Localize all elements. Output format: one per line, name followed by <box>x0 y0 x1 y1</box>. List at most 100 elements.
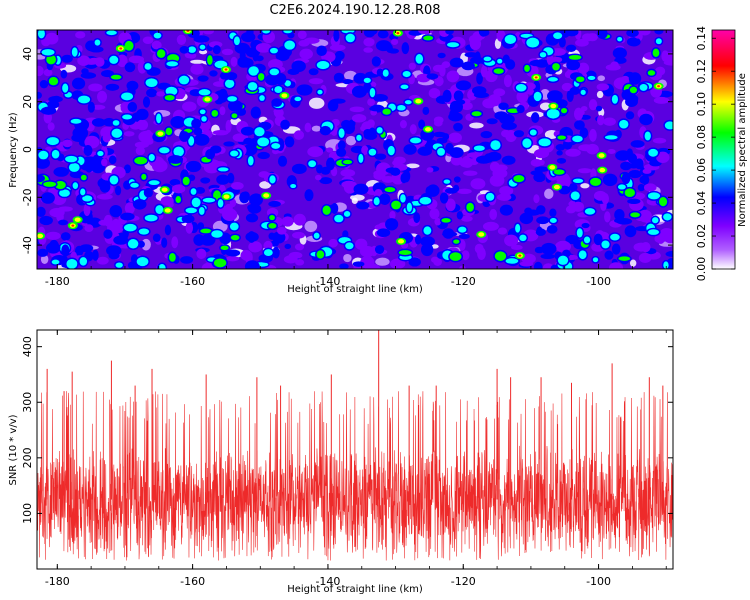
heatmap-cell <box>134 156 148 165</box>
heatmap-cell <box>425 127 432 132</box>
heatmap-cell <box>188 46 196 53</box>
heatmap-cell <box>374 153 387 160</box>
heatmap-cell <box>123 164 131 174</box>
heatmap-cell <box>268 200 281 207</box>
heatmap-cell <box>596 90 604 99</box>
heatmap-cell <box>401 42 410 55</box>
heatmap-cell <box>627 198 641 205</box>
heatmap-cell <box>459 159 473 168</box>
heatmap-cell <box>330 98 346 104</box>
heatmap-cell <box>48 77 59 86</box>
heatmap-cell <box>447 42 459 48</box>
snr-x-label: Height of straight line (km) <box>287 584 423 595</box>
heatmap-cell <box>402 169 411 183</box>
heatmap-cell <box>68 162 80 172</box>
heatmap-cell <box>442 133 450 141</box>
heatmap-cell <box>457 81 470 89</box>
heatmap-cell <box>611 94 618 104</box>
heatmap-cell <box>642 174 650 186</box>
heatmap-cell <box>382 69 389 77</box>
heatmap-cell <box>482 221 499 231</box>
heatmap-cell <box>262 30 270 34</box>
heatmap-cell <box>568 183 578 192</box>
heatmap-cell <box>121 92 134 101</box>
heatmap-cell <box>391 200 401 210</box>
heatmap-cell <box>552 63 560 71</box>
heatmap-cell <box>663 261 669 269</box>
heatmap-cell <box>84 224 94 233</box>
heatmap-cell <box>550 103 557 109</box>
heatmap-cell <box>572 135 583 143</box>
heatmap-cell <box>478 232 485 237</box>
heatmap-cell <box>404 100 412 105</box>
heatmap-cell <box>434 218 442 226</box>
heatmap-cell <box>107 246 120 255</box>
heatmap-cell <box>342 78 353 85</box>
heatmap-cell <box>553 169 565 175</box>
heatmap-cell <box>418 119 426 130</box>
heatmap-cell <box>461 215 473 222</box>
heatmap-cell <box>518 106 524 112</box>
heatmap-cell <box>538 138 551 147</box>
heatmap-cell <box>263 249 273 256</box>
heatmap-cell <box>341 180 357 189</box>
heatmap-cell <box>477 157 490 163</box>
heatmap-cell <box>556 157 567 164</box>
heatmap-cell <box>473 87 485 94</box>
heatmap-cell <box>549 165 556 170</box>
colorbar-tick-label: 0.08 <box>695 125 708 150</box>
heatmap-cell <box>79 257 88 266</box>
heatmap-cell <box>375 257 390 266</box>
heatmap-cell <box>334 214 344 223</box>
heatmap-cell <box>647 70 656 76</box>
heatmap-cell <box>202 30 214 35</box>
heatmap-cell <box>192 120 200 128</box>
heatmap-cell <box>202 197 216 203</box>
heatmap-cell <box>437 52 446 59</box>
heatmap-cell <box>307 146 324 158</box>
heatmap-cell <box>437 147 445 156</box>
heatmap-cell <box>96 256 109 265</box>
heatmap-cell <box>284 136 295 148</box>
heatmap-cell <box>171 236 179 249</box>
heatmap-cell <box>219 106 226 116</box>
snr-panel: -180 -160 -140 -120 -100 100 200 300 400 Height… <box>8 329 674 595</box>
heatmap-cell <box>536 216 550 225</box>
heatmap-cell <box>548 91 562 101</box>
heatmap-cell <box>597 115 605 126</box>
heatmap-cell <box>499 186 514 196</box>
heatmap-cell <box>45 231 61 240</box>
heatmap-cell <box>124 223 137 232</box>
heatmap-cell <box>134 141 149 149</box>
heatmap-cell <box>408 62 416 70</box>
heatmap-cell <box>624 188 635 198</box>
heatmap-cell <box>663 60 673 66</box>
heatmap-cell <box>522 138 532 148</box>
heatmap-cell <box>365 30 374 36</box>
heatmap-cell <box>373 57 380 66</box>
heatmap-cell <box>442 231 458 237</box>
heatmap-cell <box>446 70 460 83</box>
heatmap-cell <box>175 195 182 204</box>
heatmap-cell <box>290 184 297 189</box>
heatmap-cell <box>316 250 325 259</box>
heatmap-cell <box>610 233 620 241</box>
heatmap-cell <box>293 213 306 226</box>
heatmap-cell <box>368 148 377 156</box>
heatmap-cell <box>507 108 520 114</box>
heatmap-cell <box>82 195 93 202</box>
heatmap-cell <box>654 30 664 35</box>
snr-peak-spikes <box>46 330 664 500</box>
heatmap-cell <box>237 56 250 68</box>
heatmap-cell <box>422 106 430 115</box>
heatmap-cell <box>363 37 375 47</box>
heatmap-cell <box>453 239 460 244</box>
heatmap-cell <box>587 75 596 80</box>
heatmap-cell <box>482 98 496 109</box>
heatmap-cell <box>123 131 135 137</box>
heatmap-cell <box>274 86 283 94</box>
heatmap-cell <box>316 61 330 70</box>
heatmap-cell <box>532 113 538 122</box>
heatmap-cell <box>88 83 103 92</box>
heatmap-cell <box>515 84 527 92</box>
